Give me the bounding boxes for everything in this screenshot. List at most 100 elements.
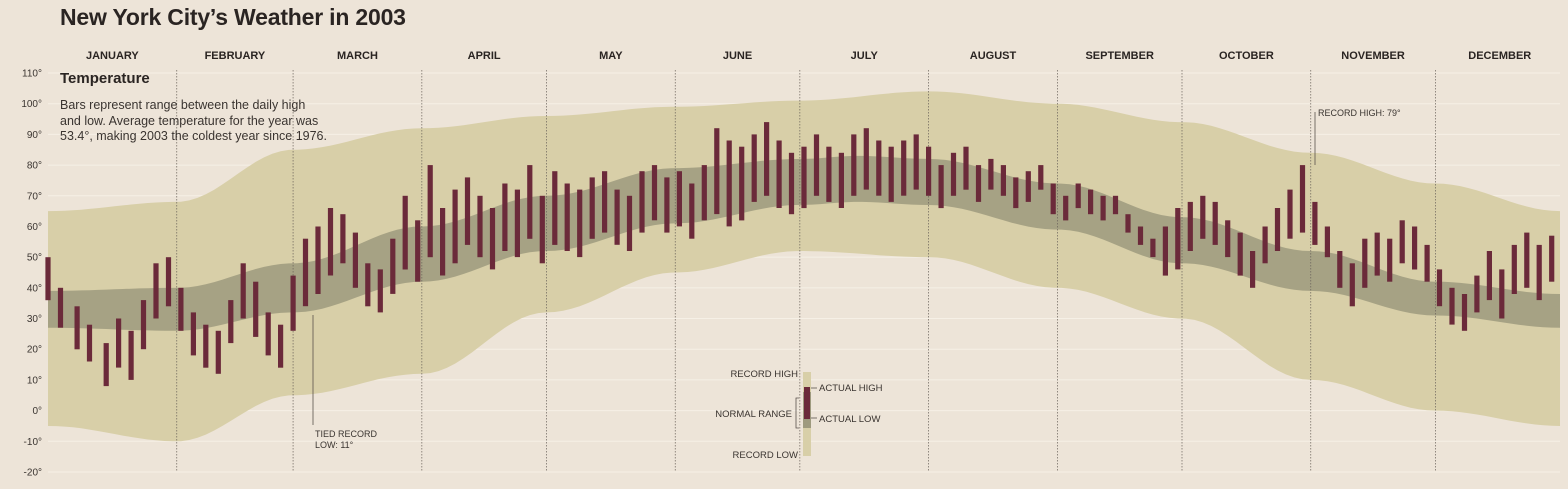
y-axis: -20° -10° 0° 10° 20° 30° 40° 50° 60° 70° 80° 90° 100… — [21, 69, 42, 479]
actual-range-bar — [1349, 263, 1355, 307]
y-tick-label: 30° — [27, 314, 42, 325]
actual-range-bar — [1175, 208, 1181, 270]
y-tick-label: -10° — [24, 437, 42, 448]
actual-range-bar — [228, 300, 234, 344]
actual-range-bar — [552, 171, 558, 245]
actual-range-bar — [203, 324, 209, 368]
actual-range-bar — [315, 226, 321, 294]
actual-range-bar — [639, 171, 645, 233]
actual-range-bar — [477, 195, 483, 258]
actual-range-bar — [452, 189, 458, 264]
actual-range-bar — [776, 140, 782, 208]
actual-range-bar — [926, 146, 932, 196]
actual-range-bar — [1162, 226, 1168, 276]
actual-range-bar — [714, 128, 720, 215]
description-line: Bars represent range between the daily h… — [60, 98, 306, 112]
actual-range-bar — [1474, 275, 1480, 313]
actual-range-bar — [365, 263, 371, 307]
month-label: JANUARY — [86, 50, 139, 62]
actual-range-bar — [290, 275, 296, 331]
legend-actual-low: ACTUAL LOW — [819, 414, 880, 425]
actual-range-bars — [45, 122, 1555, 387]
actual-range-bar — [1399, 220, 1405, 264]
month-label: FEBRUARY — [205, 50, 266, 62]
actual-range-bar — [788, 152, 795, 215]
actual-range-bar — [103, 343, 109, 387]
actual-range-bar — [178, 287, 184, 331]
actual-range-bar — [1038, 165, 1044, 190]
actual-range-bar — [1287, 189, 1293, 239]
actual-range-bar — [415, 220, 421, 282]
actual-range-bar — [440, 208, 446, 276]
annotation-tied-record: TIED RECORD LOW: 11° — [312, 315, 378, 450]
actual-range-bar — [614, 189, 620, 245]
actual-range-bar — [1274, 208, 1281, 251]
actual-range-bar — [1088, 189, 1094, 215]
description-line: 53.4°, making 2003 the coldest year sinc… — [60, 129, 327, 143]
actual-range-bar — [1225, 220, 1231, 258]
month-label: JULY — [851, 50, 879, 62]
actual-range-bar — [1424, 244, 1430, 282]
actual-range-bar — [57, 287, 64, 328]
actual-range-bar — [165, 257, 172, 307]
y-tick-label: 50° — [27, 253, 42, 264]
actual-range-bar — [651, 165, 658, 221]
month-label: SEPTEMBER — [1085, 50, 1154, 62]
actual-range-bar — [327, 208, 334, 276]
actual-range-bar — [1549, 235, 1555, 282]
actual-range-bar — [215, 330, 221, 374]
y-tick-label: -20° — [24, 468, 42, 479]
actual-range-bar — [577, 189, 583, 258]
month-label: NOVEMBER — [1341, 50, 1405, 62]
annotation-record-high: RECORD HIGH: 79° — [1314, 108, 1401, 165]
actual-range-bar — [664, 177, 670, 233]
actual-range-bar — [1237, 232, 1243, 276]
actual-range-bar — [1362, 238, 1368, 288]
legend-record-high: RECORD HIGH — [730, 369, 798, 380]
actual-range-bar — [1486, 251, 1492, 301]
y-tick-label: 90° — [27, 130, 42, 141]
description-line: and low. Average temperature for the yea… — [60, 113, 319, 128]
y-tick-label: 0° — [32, 406, 42, 417]
actual-range-bar — [689, 183, 695, 239]
actual-range-bar — [74, 306, 80, 350]
actual-range-bar — [764, 122, 770, 196]
actual-range-bar — [1212, 201, 1218, 245]
actual-range-bar — [901, 140, 907, 196]
actual-range-bar — [153, 263, 159, 319]
actual-range-bar — [1075, 183, 1081, 209]
legend-actual-bar — [804, 387, 810, 419]
actual-range-bar — [190, 312, 196, 356]
actual-range-bar — [963, 146, 969, 190]
actual-range-bar — [527, 165, 533, 239]
actual-range-bar — [876, 140, 882, 196]
actual-range-bar — [1299, 165, 1306, 233]
actual-range-bar — [1312, 201, 1318, 245]
y-tick-label: 10° — [27, 375, 42, 386]
actual-range-bar — [1250, 251, 1256, 288]
actual-range-bar — [975, 165, 982, 202]
tied-record-line1: TIED RECORD — [315, 429, 378, 439]
actual-range-bar — [602, 171, 608, 233]
chart-subtitle: Temperature — [60, 70, 150, 87]
actual-range-bar — [1063, 195, 1069, 221]
actual-range-bar — [116, 318, 122, 368]
actual-range-bar — [390, 238, 396, 294]
actual-range-bar — [340, 214, 346, 264]
actual-range-bar — [726, 140, 732, 227]
actual-range-bar — [1187, 201, 1193, 251]
actual-range-bar — [913, 134, 919, 190]
month-label: DECEMBER — [1468, 50, 1531, 62]
actual-range-bar — [950, 152, 957, 196]
actual-range-bar — [1000, 165, 1006, 196]
actual-range-bar — [265, 312, 271, 356]
month-label: APRIL — [468, 50, 501, 62]
actual-range-bar — [1412, 226, 1418, 270]
actual-range-bar — [1461, 294, 1468, 331]
actual-range-bar — [1524, 232, 1530, 288]
month-label: MAY — [599, 50, 623, 62]
actual-range-bar — [514, 189, 520, 258]
actual-range-bar — [427, 165, 433, 258]
actual-range-bar — [1050, 183, 1056, 215]
